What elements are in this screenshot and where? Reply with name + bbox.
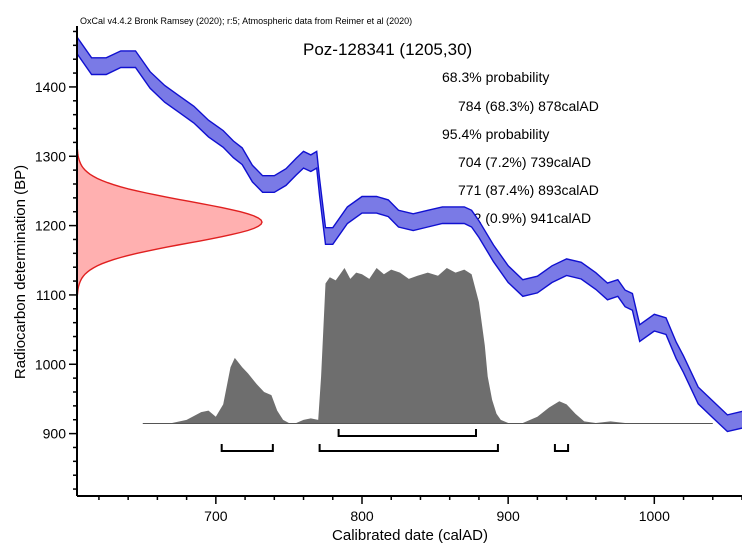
- probability-distribution: [142, 268, 713, 423]
- y-tick-label-1100: 1100: [36, 287, 66, 303]
- y-tick-label-1400: 1400: [35, 79, 66, 95]
- sigma2-heading: 95.4% probability: [442, 126, 549, 142]
- plot-area: [77, 36, 742, 452]
- sigma2-bracket-1: [220, 444, 274, 452]
- axes: 700 800 900 1000 900 1000 1100 1200 1300 1400: [35, 26, 742, 524]
- sigma2-bracket-2: [318, 444, 499, 452]
- calibration-upper-line: [77, 36, 742, 416]
- x-axis-title: Calibrated date (calAD): [332, 527, 488, 543]
- x-tick-label-1000: 1000: [639, 508, 670, 524]
- sigma1-bracket-1: [337, 429, 477, 437]
- sigma2-bracket-3: [553, 444, 570, 452]
- measurement-fill: [77, 149, 262, 295]
- sample-title: Poz-128341 (1205,30): [303, 40, 472, 59]
- measurement-curve: [77, 149, 263, 295]
- y-tick-label-1200: 1200: [35, 218, 66, 234]
- credit-text: OxCal v4.4.2 Bronk Ramsey (2020); r:5; A…: [80, 16, 412, 26]
- x-tick-label-900: 900: [496, 508, 520, 524]
- x-tick-label-800: 800: [350, 508, 374, 524]
- sigma2-range-3: 932 (0.9%) 941calAD: [458, 210, 591, 226]
- y-tick-label-900: 900: [43, 426, 67, 442]
- x-tick-label-700: 700: [204, 508, 228, 524]
- y-tick-label-1300: 1300: [35, 148, 66, 164]
- y-tick-label-1000: 1000: [35, 356, 66, 372]
- calibration-band: [77, 37, 742, 432]
- sigma1-range-1: 784 (68.3%) 878calAD: [458, 98, 599, 114]
- sigma2-range-2: 771 (87.4%) 893calAD: [458, 182, 599, 198]
- sigma1-heading: 68.3% probability: [442, 69, 549, 85]
- y-axis-title: Radiocarbon determination (BP): [12, 165, 29, 379]
- calibration-lower-line: [77, 53, 742, 433]
- sigma2-range-1: 704 (7.2%) 739calAD: [458, 154, 591, 170]
